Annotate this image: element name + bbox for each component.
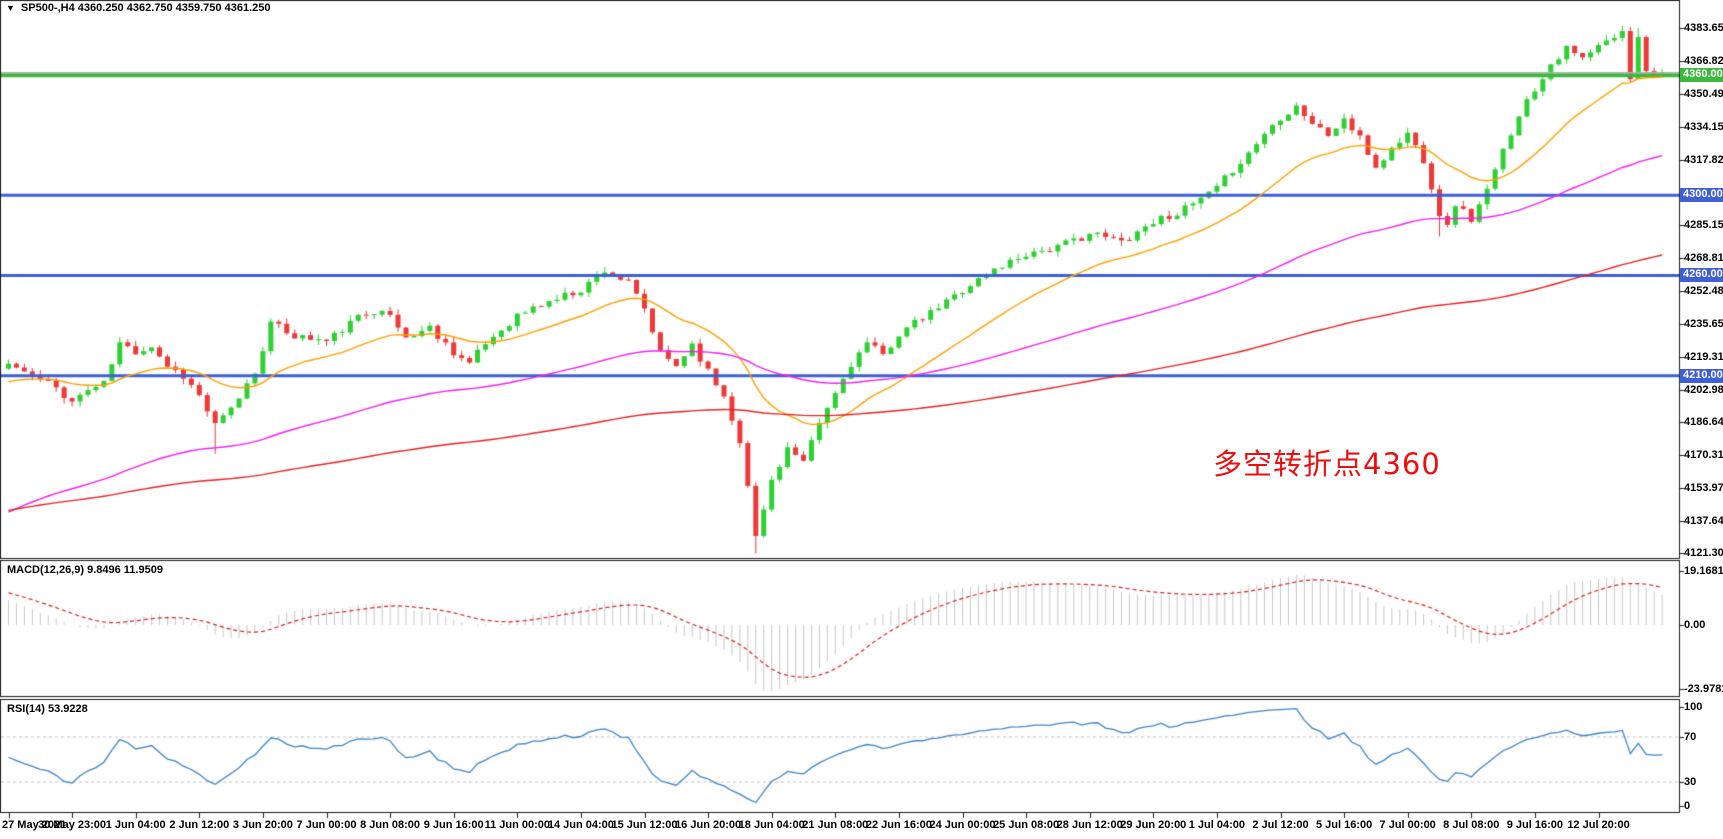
price-annotation-text: 多空转折点4360	[1213, 447, 1441, 481]
time-tick-label: 2 Jun 12:00	[169, 819, 230, 831]
time-tick-label: 7 Jun 00:00	[296, 819, 357, 831]
macd-tick-label: 19.1681	[1684, 564, 1723, 577]
time-tick-label: 8 Jul 08:00	[1443, 819, 1500, 831]
price-axis[interactable]: 4383.655 4366.825 4350.490 4334.155 4317.820…	[1680, 0, 1723, 839]
price-tick-label: 4334.155	[1684, 120, 1723, 133]
price-tick-label: 4366.825	[1684, 55, 1723, 68]
time-tick-label: 14 Jun 04:00	[547, 819, 614, 831]
time-tick-label: 9 Jul 16:00	[1506, 819, 1564, 831]
macd-tick-label: 0.00	[1684, 619, 1706, 631]
price-tick-label: 4317.820	[1684, 153, 1723, 166]
price-tick-label: 4350.490	[1684, 88, 1723, 101]
price-tick-label: 4153.975	[1684, 481, 1723, 494]
price-tick-label: 4121.305	[1684, 547, 1723, 560]
time-tick-label: 11 Jun 00:00	[484, 819, 551, 831]
time-tick-label: 9 Jun 16:00	[423, 819, 484, 831]
rsi-tick-label: 30	[1684, 776, 1697, 788]
rsi-tick-label: 0	[1684, 800, 1691, 812]
time-tick-label: 30 May 23:00	[38, 819, 107, 831]
price-level-badge[interactable]: 4360.000	[1680, 68, 1723, 83]
price-tick-label: 4383.655	[1684, 21, 1723, 34]
time-tick-label: 27 May 2021	[2, 819, 67, 831]
time-tick-label: 1 Jul 04:00	[1188, 819, 1246, 831]
time-axis[interactable]: 27 May 2021 30 May 23:00 1 Jun 04:00 2 Jun …	[0, 813, 1723, 839]
time-tick-label: 7 Jul 00:00	[1379, 819, 1436, 831]
rsi-tick-label: 70	[1684, 731, 1697, 743]
rsi-tick-label: 100	[1684, 701, 1703, 713]
time-tick-label: 25 Jun 08:00	[993, 819, 1060, 831]
price-tick-label: 4202.980	[1684, 383, 1723, 396]
time-tick-label: 16 Jun 20:00	[675, 819, 742, 831]
price-tick-label: 4170.310	[1684, 449, 1723, 462]
time-tick-label: 24 Jun 00:00	[929, 819, 996, 831]
price-level-badge[interactable]: 4260.000	[1680, 268, 1723, 283]
price-tick-label: 4268.815	[1684, 251, 1723, 264]
macd-indicator-label: MACD(12,26,9) 9.8496 11.9509	[7, 564, 163, 576]
time-tick-label: 8 Jun 08:00	[360, 819, 421, 831]
time-tick-label: 28 Jun 12:00	[1056, 819, 1123, 831]
time-tick-label: 3 Jun 20:00	[232, 819, 293, 831]
price-level-badge[interactable]: 4300.000	[1680, 188, 1723, 203]
time-tick-label: 22 Jun 16:00	[865, 819, 932, 831]
rsi-indicator-label: RSI(14) 53.9228	[7, 703, 88, 715]
time-tick-label: 29 Jun 20:00	[1120, 819, 1187, 831]
price-tick-label: 4235.650	[1684, 318, 1723, 331]
time-tick-label: 12 Jul 20:00	[1567, 819, 1630, 831]
time-tick-label: 2 Jul 12:00	[1252, 819, 1309, 831]
time-tick-label: 18 Jun 04:00	[738, 819, 805, 831]
dropdown-arrow-icon[interactable]: ▼	[6, 2, 15, 13]
chart-title-bar: ▼ SP500-,H4 4360.250 4362.750 4359.750 4…	[6, 2, 270, 14]
time-tick-label: 5 Jul 16:00	[1315, 819, 1373, 831]
time-tick-label: 21 Jun 08:00	[802, 819, 869, 831]
price-tick-label: 4252.480	[1684, 284, 1723, 297]
price-tick-label: 4186.645	[1684, 416, 1723, 429]
price-tick-label: 4285.150	[1684, 219, 1723, 232]
symbol-ohlc-text: SP500-,H4 4360.250 4362.750 4359.750 436…	[20, 2, 271, 14]
price-level-badge[interactable]: 4210.000	[1680, 368, 1723, 383]
price-tick-label: 4137.640	[1684, 514, 1723, 527]
time-tick-label: 1 Jun 04:00	[105, 819, 166, 831]
price-tick-label: 4219.315	[1684, 351, 1723, 363]
time-tick-label: 15 Jun 12:00	[611, 819, 678, 831]
